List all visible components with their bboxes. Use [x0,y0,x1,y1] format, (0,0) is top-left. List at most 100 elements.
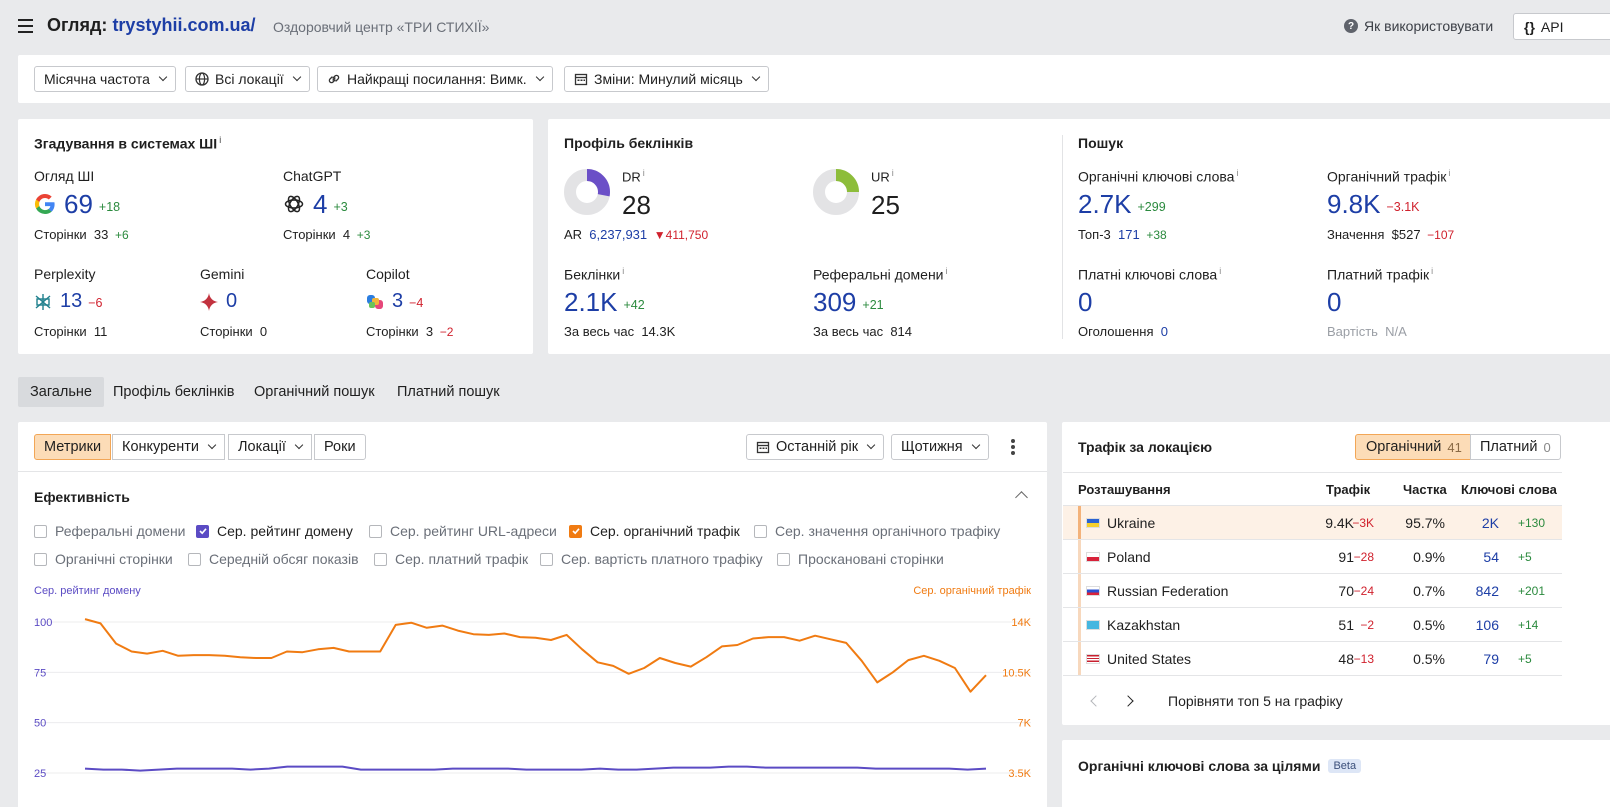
domain-link[interactable]: trystyhii.com.ua/ [112,15,256,35]
frequency-dropdown[interactable]: Місячна частота [34,66,176,92]
granularity-dropdown[interactable]: Щотижня [891,434,989,460]
traffic-value-row: Значення $527 −107 [1327,227,1454,242]
keywords-value[interactable]: 2K [1481,515,1499,531]
share-value: 0.7% [1413,583,1445,599]
locations-dropdown[interactable]: Всі локації [185,66,310,92]
location-row[interactable]: Kazakhstan 51 −2 0.5% 106 +14 [1063,608,1562,642]
keywords-delta: +5 [1518,652,1532,666]
api-label: API [1540,18,1564,35]
keywords-value[interactable]: 79 [1483,651,1499,667]
ai-overview-metric[interactable]: 69 +18 [34,190,120,218]
pages-value: 0 [259,324,268,339]
domain-rating-line[interactable] [84,765,987,772]
location-row[interactable]: Ukraine 9.4K −3K 95.7% 2K +130 [1063,506,1562,540]
gemini-metric[interactable]: 0 [200,290,237,313]
beta-badge: Beta [1328,759,1362,773]
metric-checkbox[interactable]: Сер. платний трафік [374,551,528,567]
metric-checkbox[interactable]: Сер. рейтинг URL-адреси [369,523,557,539]
info-icon[interactable]: i [219,135,222,145]
ref-domains-metric[interactable]: 309 +21 [813,288,884,316]
col-traffic[interactable]: Трафік [1326,482,1371,497]
info-icon[interactable]: i [1431,266,1434,276]
top3-value[interactable]: 171 [1118,227,1140,242]
segment-competitors[interactable]: Конкуренти [112,434,225,460]
help-link[interactable]: ? Як використовувати [1344,18,1493,34]
paid-kw-value[interactable]: 0 [1078,287,1093,317]
segment-locations[interactable]: Локації [228,434,312,460]
menu-icon[interactable] [18,19,33,33]
location-row[interactable]: Poland 91 −28 0.9% 54 +5 [1063,540,1562,574]
top3-row: Топ-3 171 +38 [1078,227,1167,242]
segment-years[interactable]: Роки [314,434,366,460]
ar-value[interactable]: 6,237,931 [589,227,648,242]
location-row[interactable]: Russian Federation 70 −24 0.7% 842 +201 [1063,574,1562,608]
info-icon[interactable]: i [1236,168,1239,178]
locations-label: Всі локації [215,71,284,87]
paid-toggle[interactable]: Платний 0 [1470,434,1561,460]
metric-checkbox[interactable]: Органічні сторінки [34,551,173,567]
info-icon[interactable]: i [891,168,894,178]
traffic-value: 91 [1338,549,1354,565]
organic-traffic-line[interactable] [84,618,987,693]
keywords-value[interactable]: 842 [1475,583,1499,599]
copilot-metric[interactable]: 3 −4 [366,290,423,313]
ads-value[interactable]: 0 [1160,324,1168,339]
more-options-icon[interactable] [1011,439,1015,455]
segment-metrics[interactable]: Метрики [34,434,112,460]
tab-general[interactable]: Загальне [18,377,104,407]
copilot-value: 3 [392,290,404,312]
metric-checkbox[interactable]: Середній обсяг показів [188,551,359,567]
organic-traffic-metric[interactable]: 9.8K −3.1K [1327,190,1420,218]
period-dropdown[interactable]: Останній рік [746,434,885,460]
info-icon[interactable]: i [1219,266,1222,276]
info-icon[interactable]: i [642,168,645,178]
metric-checkbox[interactable]: Сер. органічний трафік [569,523,740,539]
keywords-value[interactable]: 106 [1475,617,1499,633]
col-location[interactable]: Розташування [1078,482,1171,497]
keywords-delta: +5 [1518,550,1532,564]
col-keywords[interactable]: Ключові слова [1461,482,1557,497]
paid-traffic-label-text: Платний трафік [1327,266,1430,283]
tab-backlink-profile[interactable]: Профіль беклінків [113,384,235,400]
best-links-dropdown[interactable]: Найкращі посилання: Вимк. [317,66,553,92]
organic-kw-metric[interactable]: 2.7K +299 [1078,190,1166,218]
metric-checkbox[interactable]: Сер. вартість платного трафіку [540,551,763,567]
api-button[interactable]: {} API [1513,13,1610,40]
location-row[interactable]: United States 48 −13 0.5% 79 +5 [1063,642,1562,676]
tab-organic-search[interactable]: Органічний пошук [254,384,375,400]
paid-traffic-value[interactable]: 0 [1327,287,1342,317]
metric-checkbox[interactable]: Сер. значення органічного трафіку [754,523,1000,539]
metric-checkbox-label: Сер. значення органічного трафіку [775,523,1001,539]
ai-overview-pages: Сторінки 33 +6 [34,227,129,242]
metric-checkbox[interactable]: Проскановані сторінки [777,551,944,567]
country-name: Poland [1107,549,1151,565]
ar-label: AR [564,227,583,242]
compare-top5-link[interactable]: Порівняти топ 5 на графіку [1168,693,1343,709]
changes-dropdown[interactable]: Зміни: Минулий місяць [564,66,769,92]
perplexity-metric[interactable]: 13 −6 [34,290,103,313]
ai-mentions-card [18,119,533,354]
info-icon[interactable]: i [945,266,948,276]
info-icon[interactable]: i [622,266,625,276]
tab-paid-search[interactable]: Платний пошук [397,384,500,400]
chatgpt-value: 4 [313,189,328,219]
metric-checkbox[interactable]: Сер. рейтинг домену [196,523,353,539]
chatgpt-metric[interactable]: 4 +3 [283,190,348,218]
organic-toggle[interactable]: Органічний 41 [1355,434,1473,460]
metric-checkbox[interactable]: Реферальні домени [34,523,186,539]
openai-icon [284,195,304,213]
triangle-down-icon: ▼ [653,228,666,242]
checkbox-empty-icon [34,524,47,538]
organic-traffic-label: Органічний трафік i [1327,168,1450,185]
col-share[interactable]: Частка [1403,482,1447,497]
all-time-value: 14.3K [641,324,676,339]
backlinks-metric[interactable]: 2.1K +42 [564,288,645,316]
ar-delta-value: 411,750 [665,228,709,242]
metric-checkbox-label: Середній обсяг показів [209,551,359,567]
traffic-value: 48 [1338,651,1354,667]
row-accent [1078,574,1081,607]
all-time-label: За весь час [813,324,884,339]
pages-label: Сторінки [200,324,253,339]
info-icon[interactable]: i [1448,168,1451,178]
keywords-value[interactable]: 54 [1483,549,1499,565]
